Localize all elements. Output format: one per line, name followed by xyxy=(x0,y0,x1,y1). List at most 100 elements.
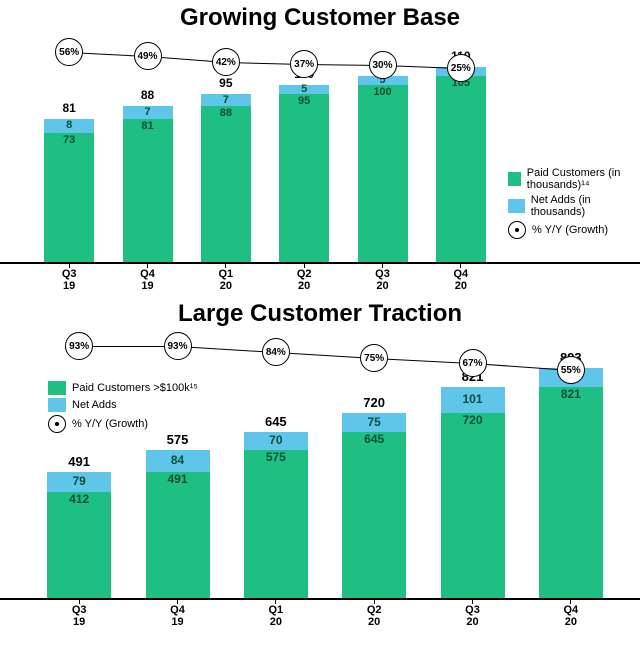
bar-segment-paid xyxy=(244,450,308,598)
x-tick: Q319 xyxy=(62,268,77,292)
bar-total-label: 720 xyxy=(342,395,406,410)
bar-segment-netadds-label: 79 xyxy=(47,474,111,488)
bar-total-label: 81 xyxy=(44,101,94,115)
bar: 1055110 xyxy=(436,67,486,262)
bar-segment-paid-label: 88 xyxy=(201,107,251,119)
bar-segment-paid xyxy=(201,106,251,262)
growth-bubble: 30% xyxy=(369,51,397,79)
bar: 57570645 xyxy=(244,432,308,598)
bar-total-label: 95 xyxy=(201,76,251,90)
bar-segment-paid-label: 491 xyxy=(146,472,210,486)
bar-segment-paid-label: 95 xyxy=(279,95,329,107)
legend-item: Paid Customers >$100k¹⁵ xyxy=(48,381,198,395)
bar-segment-paid-label: 821 xyxy=(539,387,603,401)
bar-segment-paid xyxy=(279,94,329,262)
bar-segment-paid-label: 645 xyxy=(342,432,406,446)
bar-segment-paid xyxy=(44,133,94,262)
legend-swatch xyxy=(508,172,521,186)
chart-1-title: Growing Customer Base xyxy=(0,4,640,32)
legend-growth-icon xyxy=(508,221,526,239)
bar: 49184575 xyxy=(146,450,210,598)
bar: 955100 xyxy=(279,85,329,262)
bar-segment-paid xyxy=(342,432,406,598)
legend-swatch xyxy=(48,381,66,395)
bar-segment-netadds-label: 5 xyxy=(279,83,329,95)
bar-total-label: 88 xyxy=(123,88,173,102)
growth-bubble: 67% xyxy=(459,349,487,377)
bar: 88795 xyxy=(201,94,251,262)
chart-2-plot: 4127949149184575575706456457572072010182… xyxy=(0,330,640,600)
x-tick: Q320 xyxy=(465,604,480,628)
x-tick: Q120 xyxy=(268,604,283,628)
legend-label: % Y/Y (Growth) xyxy=(72,418,148,430)
legend-label: Paid Customers (in thousands)¹⁴ xyxy=(527,167,640,191)
legend-item: Net Adds xyxy=(48,398,198,412)
bar-segment-paid xyxy=(146,472,210,598)
bar-segment-netadds-label: 7 xyxy=(201,94,251,106)
chart-1-wrap: 7388181788887959551001005105105511056%49… xyxy=(0,34,640,294)
growth-bubble: 93% xyxy=(65,332,93,360)
bar-segment-paid xyxy=(358,85,408,262)
chart-2-wrap: 4127949149184575575706456457572072010182… xyxy=(0,330,640,630)
x-tick: Q320 xyxy=(375,268,390,292)
chart-1-legend: Paid Customers (in thousands)¹⁴ Net Adds … xyxy=(508,164,640,242)
x-tick: Q120 xyxy=(218,268,233,292)
legend-item: % Y/Y (Growth) xyxy=(508,221,640,239)
legend-swatch xyxy=(48,398,66,412)
bar: 73881 xyxy=(44,119,94,262)
growth-bubble: 75% xyxy=(360,344,388,372)
chart-1-xaxis: Q319 Q419 Q120 Q220 Q320 Q420 xyxy=(0,264,640,294)
bar: 64575720 xyxy=(342,413,406,598)
bar-segment-paid-label: 575 xyxy=(244,450,308,464)
legend-label: Net Adds (in thousands) xyxy=(531,194,640,218)
chart-2-xaxis: Q319 Q419 Q120 Q220 Q320 Q420 xyxy=(0,600,640,630)
bar-segment-paid-label: 100 xyxy=(358,86,408,98)
bar-total-label: 491 xyxy=(47,454,111,469)
bar-segment-netadds-label: 75 xyxy=(342,415,406,429)
legend-swatch xyxy=(508,199,525,213)
growth-bubble: 55% xyxy=(557,356,585,384)
x-tick: Q420 xyxy=(563,604,578,628)
bar-segment-paid-label: 81 xyxy=(123,120,173,132)
bar-segment-paid-label: 720 xyxy=(441,413,505,427)
bar-segment-paid xyxy=(539,387,603,598)
bar-segment-paid-label: 73 xyxy=(44,134,94,146)
bar-segment-paid xyxy=(441,413,505,598)
legend-item: Net Adds (in thousands) xyxy=(508,194,640,218)
bar-segment-netadds-label: 70 xyxy=(244,433,308,447)
bar: 41279491 xyxy=(47,472,111,598)
bar-segment-netadds-label: 8 xyxy=(44,119,94,131)
growth-bubble: 93% xyxy=(164,332,192,360)
bar-total-label: 645 xyxy=(244,414,308,429)
chart-2-title: Large Customer Traction xyxy=(0,300,640,328)
x-tick: Q420 xyxy=(453,268,468,292)
bar-segment-paid xyxy=(123,119,173,262)
x-tick: Q220 xyxy=(367,604,382,628)
bar: 81788 xyxy=(123,106,173,262)
legend-label: % Y/Y (Growth) xyxy=(532,224,608,236)
bar-segment-netadds-label: 84 xyxy=(146,453,210,467)
bar-segment-paid xyxy=(436,76,486,262)
x-tick: Q419 xyxy=(140,268,155,292)
x-tick: Q220 xyxy=(297,268,312,292)
growth-bubble: 25% xyxy=(447,54,475,82)
growth-bubble: 49% xyxy=(134,42,162,70)
legend-label: Paid Customers >$100k¹⁵ xyxy=(72,382,198,394)
bar: 1005105 xyxy=(358,76,408,262)
bar-segment-paid-label: 412 xyxy=(47,492,111,506)
x-tick: Q319 xyxy=(72,604,87,628)
legend-label: Net Adds xyxy=(72,399,117,411)
growth-bubble: 37% xyxy=(290,50,318,78)
bar-segment-netadds-label: 7 xyxy=(123,106,173,118)
legend-item: Paid Customers (in thousands)¹⁴ xyxy=(508,167,640,191)
growth-bubble: 84% xyxy=(262,338,290,366)
bar-segment-netadds-label: 101 xyxy=(441,392,505,406)
bar: 82172893 xyxy=(539,368,603,598)
chart-1: Growing Customer Base 738818178888795955… xyxy=(0,4,640,294)
bar: 720101821 xyxy=(441,387,505,598)
x-tick: Q419 xyxy=(170,604,185,628)
growth-bubble: 56% xyxy=(55,38,83,66)
legend-item: % Y/Y (Growth) xyxy=(48,415,198,433)
bar-segment-paid xyxy=(47,492,111,598)
chart-2-legend: Paid Customers >$100k¹⁵ Net Adds % Y/Y (Gr… xyxy=(48,378,198,436)
